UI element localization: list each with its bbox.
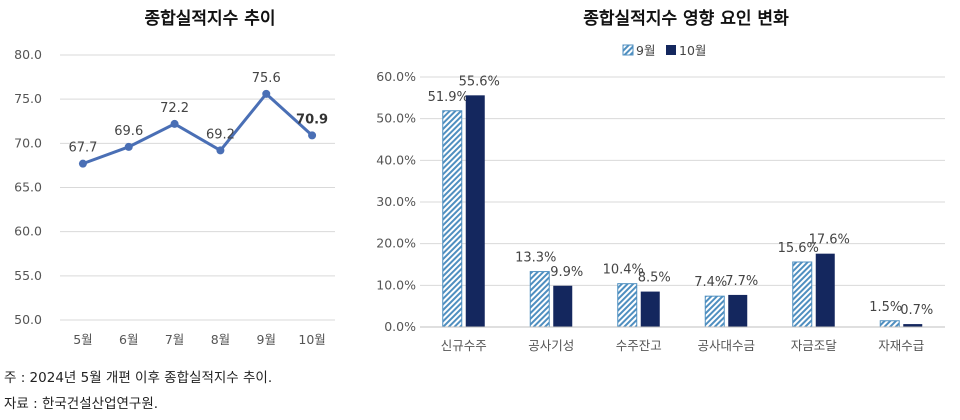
bar-data-label: 15.6% xyxy=(778,241,819,256)
y-tick-label: 80.0 xyxy=(14,47,42,62)
bar-chart: 종합실적지수 영향 요인 변화 9월 10월 60.0% 50.0% 40.0% 30.0%… xyxy=(376,8,945,353)
bar xyxy=(553,285,573,327)
bar xyxy=(792,261,813,328)
line-chart-panel: 종합실적지수 추이 80.0 75.0 70.0 65.0 60.0 55.0 50.0 5월 6… xyxy=(0,0,340,360)
x-tick-label: 공사기성 xyxy=(528,338,574,353)
data-point xyxy=(216,146,225,155)
x-tick-label: 9월 xyxy=(257,332,276,347)
data-label: 70.9 xyxy=(296,112,328,127)
y-tick-label: 70.0 xyxy=(14,135,42,150)
data-point xyxy=(262,89,271,98)
bar-data-label: 10.4% xyxy=(603,263,644,278)
y-tick-label: 10.0% xyxy=(376,277,416,292)
y-tick-label: 40.0% xyxy=(376,152,416,167)
bar-data-label: 13.3% xyxy=(515,251,556,266)
bar-chart-panel: 종합실적지수 영향 요인 변화 9월 10월 60.0% 50.0% 40.0% 30.0%… xyxy=(350,0,960,360)
legend-label: 10월 xyxy=(679,43,706,58)
chart-note: 주 : 2024년 5월 개편 이후 종합실적지수 추이. xyxy=(4,370,273,386)
data-label: 75.6 xyxy=(252,71,281,86)
y-tick-label: 60.0% xyxy=(376,69,416,84)
bar xyxy=(465,95,485,327)
data-point xyxy=(308,131,317,140)
data-point xyxy=(170,119,179,128)
data-point xyxy=(78,159,87,168)
data-label: 69.2 xyxy=(206,127,235,142)
x-tick-label: 10월 xyxy=(298,332,325,347)
bar xyxy=(529,271,550,328)
data-label: 67.7 xyxy=(68,141,97,156)
chart-source: 자료 : 한국건설산업연구원. xyxy=(4,396,159,412)
y-tick-label: 55.0 xyxy=(14,268,42,283)
bar-data-label: 7.4% xyxy=(694,275,727,290)
bar xyxy=(442,110,463,328)
bar-data-label: 0.7% xyxy=(900,303,933,318)
x-tick-label: 5월 xyxy=(73,332,92,347)
x-tick-label: 7월 xyxy=(165,332,184,347)
y-tick-label: 50.0% xyxy=(376,111,416,126)
x-tick-label: 자금조달 xyxy=(791,338,838,353)
bar xyxy=(815,253,835,327)
line-series xyxy=(82,92,314,166)
bar xyxy=(903,324,923,327)
bar xyxy=(704,295,725,328)
legend-swatch-9월 xyxy=(622,44,634,56)
y-tick-label: 30.0% xyxy=(376,194,416,209)
y-tick-label: 20.0% xyxy=(376,236,416,251)
bar xyxy=(640,291,660,327)
x-tick-label: 신규수주 xyxy=(441,338,487,353)
x-tick-label: 6월 xyxy=(119,332,138,347)
legend-label: 9월 xyxy=(636,43,655,58)
bar-data-label: 7.7% xyxy=(725,274,758,289)
data-label: 72.2 xyxy=(160,101,189,116)
y-tick-label: 75.0 xyxy=(14,91,42,106)
x-tick-label: 수주잔고 xyxy=(616,338,662,353)
x-tick-label: 8월 xyxy=(211,332,230,347)
bar xyxy=(879,320,900,328)
y-tick-label: 50.0 xyxy=(14,312,42,327)
x-tick-label: 공사대수금 xyxy=(697,338,755,353)
legend-swatch-10월 xyxy=(666,45,676,55)
line-chart-title: 종합실적지수 추이 xyxy=(144,8,275,29)
bar-data-label: 8.5% xyxy=(638,271,671,286)
x-tick-label: 자재수급 xyxy=(878,338,924,353)
bar-chart-title: 종합실적지수 영향 요인 변화 xyxy=(583,8,789,29)
bar-data-label: 55.6% xyxy=(459,74,500,89)
bar-data-label: 51.9% xyxy=(428,90,469,105)
bar xyxy=(728,294,748,327)
data-label: 69.6 xyxy=(114,124,143,139)
y-tick-label: 0.0% xyxy=(384,319,416,334)
bar xyxy=(617,283,638,328)
bar-data-label: 17.6% xyxy=(809,233,850,248)
y-tick-label: 60.0 xyxy=(14,224,42,239)
line-chart: 종합실적지수 추이 80.0 75.0 70.0 65.0 60.0 55.0 50.0 5월 6… xyxy=(14,8,335,347)
bar-data-label: 9.9% xyxy=(550,265,583,280)
data-point xyxy=(124,142,133,151)
y-tick-label: 65.0 xyxy=(14,180,42,195)
bar-data-label: 1.5% xyxy=(869,300,902,315)
